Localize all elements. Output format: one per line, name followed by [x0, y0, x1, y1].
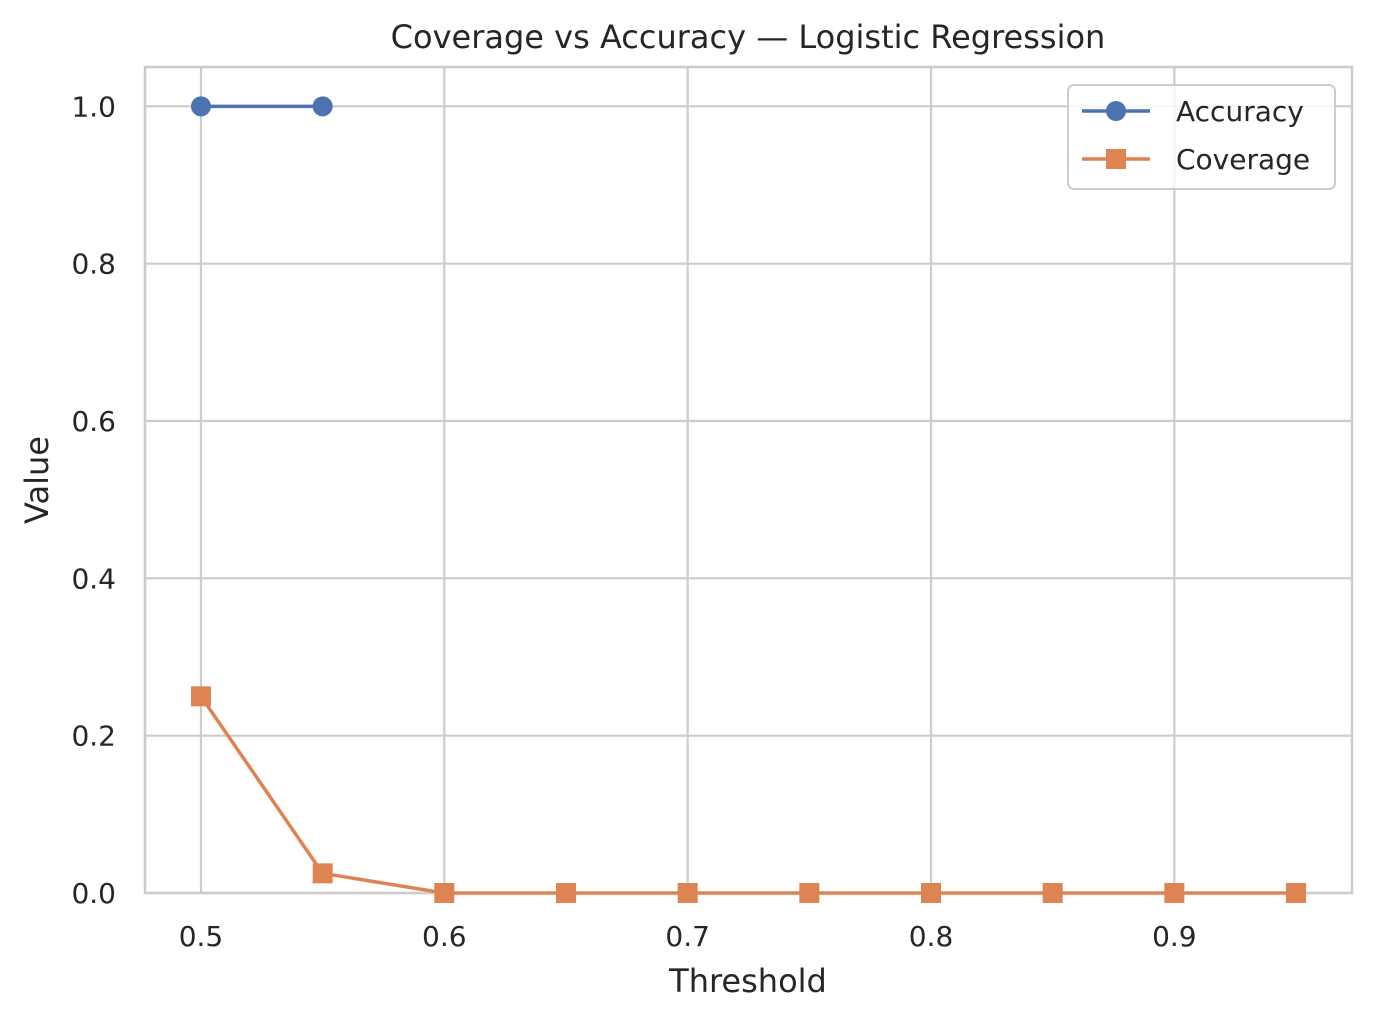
data-point	[799, 883, 820, 903]
data-point	[312, 863, 333, 884]
legend-item: Accuracy	[1082, 95, 1304, 128]
series-line	[199, 694, 1298, 895]
y-tick-label: 0.8	[71, 248, 116, 281]
x-tick-labels: 0.5 0.6 0.7 0.8 0.9	[179, 920, 1197, 953]
y-tick-label: 0.4	[71, 562, 116, 595]
x-tick-label: 0.8	[909, 920, 954, 953]
data-point	[190, 686, 211, 707]
legend: Accuracy Coverage	[1067, 84, 1336, 190]
data-point	[921, 883, 942, 903]
chart-title: Coverage vs Accuracy — Logistic Regressi…	[391, 18, 1106, 56]
data-point	[1042, 883, 1063, 903]
legend-marker	[1106, 149, 1126, 169]
x-tick-label: 0.6	[422, 920, 467, 953]
x-tick-label: 0.9	[1152, 920, 1197, 953]
y-tick-label: 1.0	[71, 90, 116, 123]
y-axis-label: Value	[18, 436, 56, 524]
legend-label: Coverage	[1176, 143, 1310, 176]
data-point	[677, 883, 698, 903]
data-point	[434, 883, 455, 903]
y-tick-labels: 0.0 0.2 0.4 0.6 0.8 1.0	[71, 90, 116, 910]
y-tick-label: 0.6	[71, 405, 116, 438]
y-tick-label: 0.0	[71, 877, 116, 910]
data-point	[555, 883, 576, 903]
data-point	[1286, 883, 1307, 903]
data-point	[312, 96, 333, 117]
plot-background	[145, 67, 1352, 893]
data-point	[1164, 883, 1185, 903]
x-tick-label: 0.7	[665, 920, 710, 953]
series-layer	[190, 96, 1307, 903]
x-axis-label: Threshold	[668, 962, 827, 1000]
legend-items: Accuracy Coverage	[1082, 95, 1310, 176]
legend-item: Coverage	[1082, 143, 1310, 176]
series-accuracy	[190, 96, 333, 117]
legend-marker	[1106, 101, 1126, 121]
data-point	[190, 96, 211, 117]
series-coverage	[190, 686, 1307, 903]
legend-label: Accuracy	[1176, 95, 1304, 128]
y-tick-label: 0.2	[71, 720, 116, 753]
x-tick-label: 0.5	[179, 920, 224, 953]
